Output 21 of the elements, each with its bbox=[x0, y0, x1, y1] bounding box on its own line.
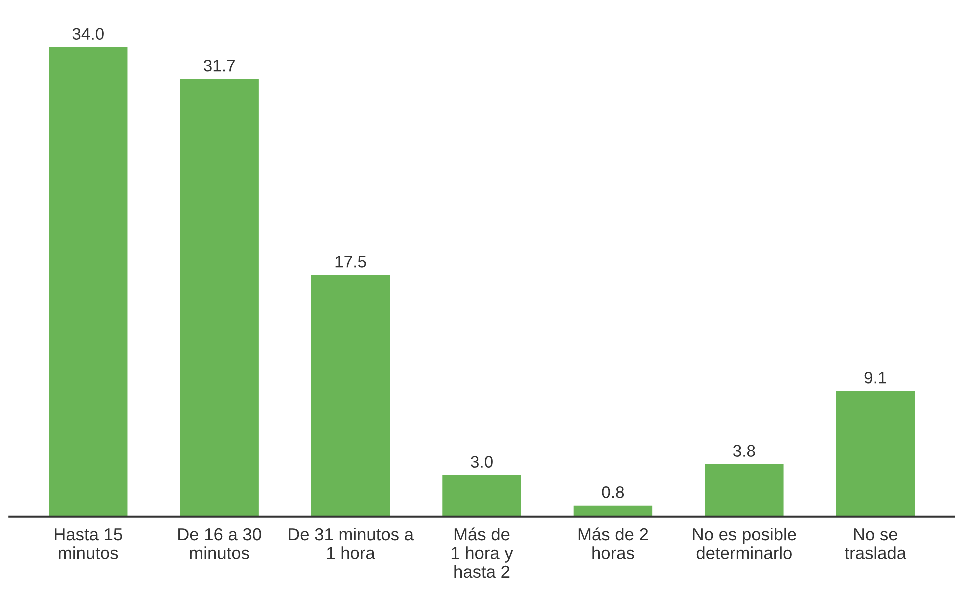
bar bbox=[442, 475, 522, 517]
data-label: 17.5 bbox=[336, 256, 366, 268]
bar bbox=[705, 464, 784, 517]
x-tick-label: Más de 1 hora y hasta 2 bbox=[452, 528, 514, 578]
bar bbox=[49, 48, 128, 517]
x-tick-label: De 31 minutos a 1 hora bbox=[289, 528, 414, 560]
data-label: 31.7 bbox=[204, 60, 235, 72]
data-label: 34.0 bbox=[72, 28, 104, 40]
x-tick-label: No se traslada bbox=[845, 528, 907, 560]
data-label: 9.1 bbox=[864, 372, 886, 384]
bar bbox=[836, 391, 915, 517]
data-label: 0.8 bbox=[602, 486, 624, 498]
data-label: 3.8 bbox=[733, 445, 756, 457]
x-tick-label: Hasta 15 minutos bbox=[55, 528, 122, 560]
bar bbox=[180, 79, 259, 517]
x-tick-label: De 16 a 30 minutos bbox=[178, 528, 262, 560]
x-tick-label: Más de 2 horas bbox=[578, 528, 648, 560]
x-tick-label: No es posible determinarlo bbox=[693, 528, 796, 560]
bar bbox=[311, 275, 390, 517]
data-label: 3.0 bbox=[471, 456, 493, 468]
bar bbox=[574, 506, 653, 517]
